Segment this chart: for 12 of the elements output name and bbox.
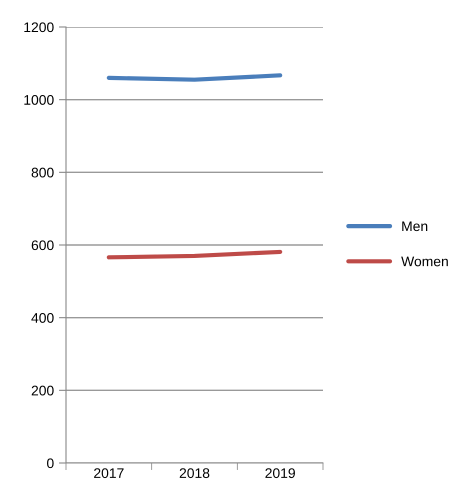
y-tick-label: 0 (47, 458, 54, 468)
y-tick-label: 200 (32, 386, 54, 396)
x-tick-label: 2017 (94, 468, 124, 478)
legend-label: Men (402, 221, 428, 232)
x-tick-label: 2019 (265, 468, 295, 478)
x-tick-label: 2018 (180, 468, 210, 478)
y-tick-label: 1200 (24, 22, 54, 32)
legend-label: Women (401, 256, 448, 266)
y-tick-label: 600 (32, 240, 54, 250)
y-tick-label: 400 (31, 313, 54, 323)
y-tick-label: 800 (32, 168, 54, 178)
y-tick-label: 1000 (24, 95, 54, 105)
